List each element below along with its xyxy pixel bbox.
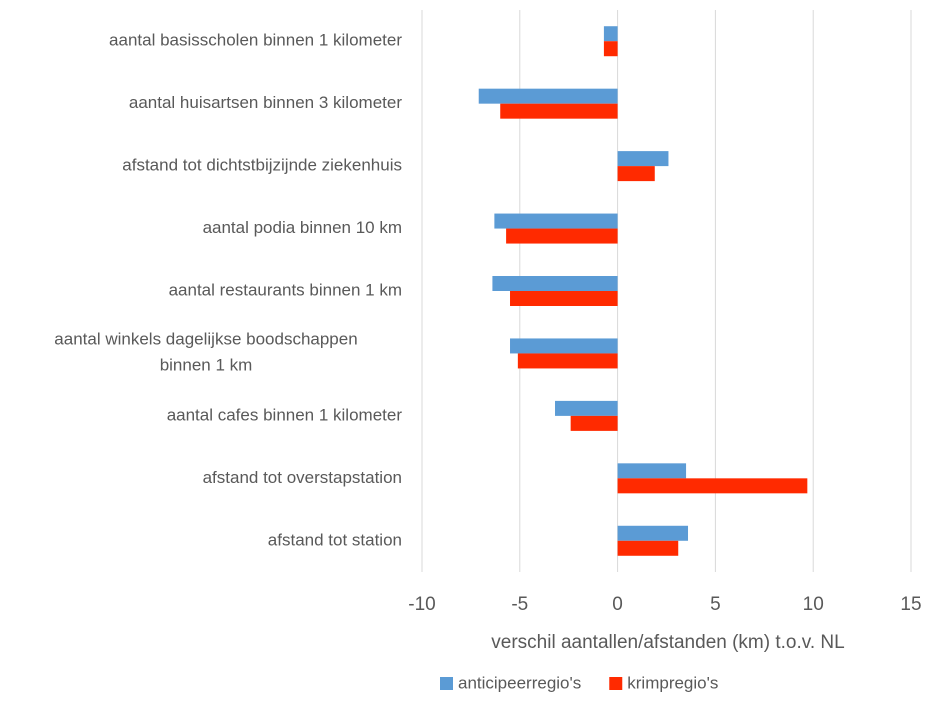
x-tick-label: -5	[511, 594, 528, 615]
bar	[603, 26, 618, 42]
bar	[617, 540, 679, 556]
y-tick-label: aantal podia binnen 10 km	[203, 218, 402, 237]
y-tick-label: aantal cafes binnen 1 kilometer	[167, 405, 403, 424]
bar	[492, 276, 618, 291]
bar	[617, 463, 687, 479]
bar	[570, 415, 618, 431]
bar	[510, 338, 618, 354]
bar	[510, 291, 618, 306]
x-tick-label: 10	[803, 594, 824, 615]
bar	[478, 88, 618, 104]
y-tick-label: aantal basisscholen binnen 1 kilometer	[109, 31, 402, 50]
bar	[500, 103, 618, 119]
legend-swatch	[440, 677, 453, 690]
y-tick-label: aantal restaurants binnen 1 km	[169, 280, 402, 299]
bar	[617, 166, 655, 182]
bar	[617, 525, 689, 541]
x-tick-label: 15	[900, 594, 921, 615]
legend-label: krimpregio's	[627, 673, 718, 692]
legend-label: anticipeerregio's	[458, 673, 581, 692]
legend-swatch	[609, 677, 623, 690]
x-tick-label: 5	[710, 594, 721, 615]
bar	[617, 478, 808, 494]
x-tick-label: 0	[612, 594, 623, 615]
bar	[617, 151, 669, 167]
y-tick-label: aantal huisartsen binnen 3 kilometer	[129, 93, 402, 112]
bar	[506, 228, 618, 244]
x-axis-title: verschil aantallen/afstanden (km) t.o.v.…	[491, 632, 844, 653]
y-tick-label: afstand tot overstapstation	[203, 468, 402, 487]
x-tick-label: -10	[408, 594, 435, 615]
y-tick-label: aantal winkels dagelijkse boodschappen bi…	[54, 330, 357, 375]
y-tick-label: afstand tot station	[268, 530, 402, 549]
y-tick-label: afstand tot dichtstbijzijnde ziekenhuis	[122, 156, 402, 175]
bar	[517, 353, 618, 369]
bar	[555, 400, 618, 416]
bar	[603, 41, 618, 57]
bar	[494, 213, 618, 229]
